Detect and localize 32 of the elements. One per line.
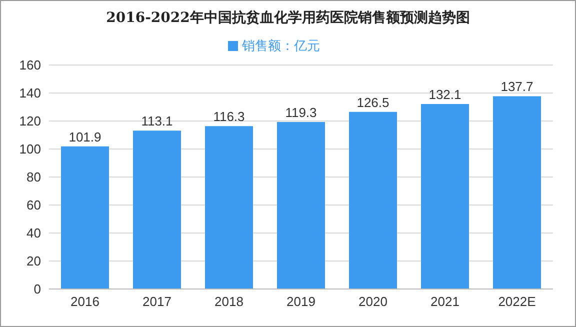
y-tick-label: 100: [19, 142, 41, 157]
data-label: 132.1: [428, 87, 462, 102]
y-tick-label: 140: [19, 86, 41, 101]
data-label: 101.9: [68, 129, 102, 144]
x-tick-label: 2016: [70, 294, 100, 310]
y-tick-label: 20: [26, 254, 41, 269]
x-tick-label: 2022E: [498, 294, 536, 310]
y-tick-label: 160: [19, 58, 41, 73]
y-tick-label: 40: [26, 226, 41, 241]
bar: [61, 146, 109, 289]
bar: [277, 122, 325, 289]
x-tick-label: 2017: [142, 294, 172, 310]
y-tick-label: 80: [26, 170, 41, 185]
data-label: 119.3: [285, 104, 317, 120]
y-tick-label: 60: [26, 198, 41, 213]
data-label: 116.3: [213, 109, 245, 124]
bar: [421, 104, 469, 289]
chart-title: 2016-2022年中国抗贫血化学用药医院销售额预测趋势图: [105, 9, 471, 27]
bar: [349, 112, 397, 289]
bar: [205, 126, 253, 289]
bar: [133, 130, 181, 289]
bar: [493, 96, 541, 289]
y-tick-label: 120: [19, 114, 41, 129]
legend-label: 销售额：亿元: [242, 39, 320, 54]
x-tick-label: 2018: [214, 294, 244, 310]
x-tick-label: 2021: [430, 294, 460, 310]
data-label: 137.7: [500, 79, 534, 94]
x-tick-label: 2020: [358, 294, 388, 310]
y-tick-label: 0: [34, 282, 41, 297]
data-label: 113.1: [141, 114, 173, 129]
data-label: 126.5: [356, 94, 390, 110]
x-tick-label: 2019: [286, 294, 316, 310]
